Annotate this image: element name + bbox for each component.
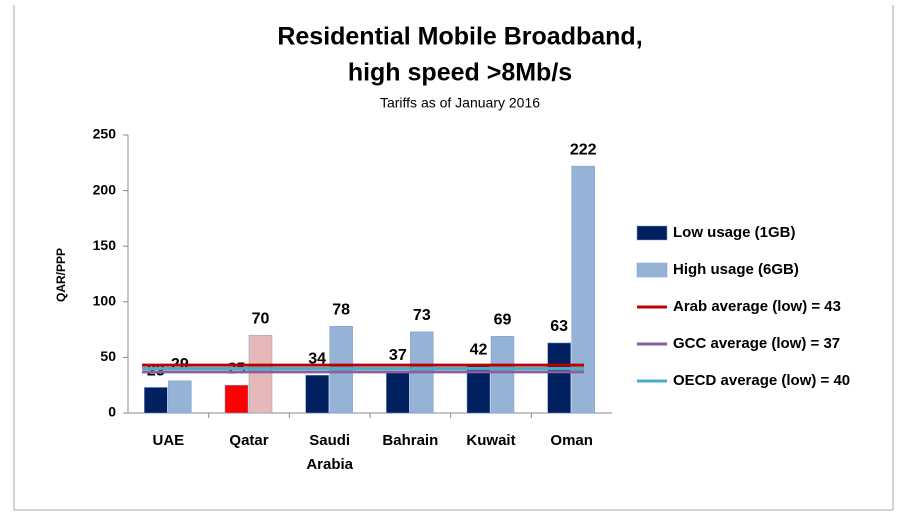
data-label: 42 <box>470 342 488 359</box>
legend-label: OECD average (low) = 40 <box>673 372 850 389</box>
y-tick-label: 100 <box>93 293 117 309</box>
bar <box>571 165 595 414</box>
frame <box>13 5 894 511</box>
y-axis-label: QAR/PPP <box>54 248 68 302</box>
x-tick-label: Bahrain <box>382 432 438 449</box>
bar <box>224 384 249 414</box>
x-tick-label: Kuwait <box>466 432 515 449</box>
bar <box>386 371 410 414</box>
data-label: 34 <box>308 350 326 367</box>
data-label: 37 <box>389 347 407 364</box>
y-tick-label: 200 <box>93 181 117 197</box>
x-tick-label: UAE <box>152 432 184 449</box>
bar <box>144 387 168 414</box>
bar <box>547 342 571 414</box>
data-label: 70 <box>252 310 270 327</box>
bar <box>490 336 515 414</box>
data-label: 69 <box>494 311 512 328</box>
data-label: 73 <box>413 307 431 324</box>
legend-label: Low usage (1GB) <box>673 224 796 241</box>
legend-label: High usage (6GB) <box>673 261 799 278</box>
chart-subtitle: Tariffs as of January 2016 <box>380 95 540 111</box>
bar <box>168 380 192 414</box>
y-tick-label: 150 <box>93 237 117 253</box>
chart-title: Residential Mobile Broadband, <box>277 23 642 51</box>
data-label: 78 <box>332 301 350 318</box>
y-tick-label: 50 <box>100 348 116 364</box>
x-tick-label: Saudi Arabia <box>306 432 353 473</box>
bar <box>248 334 273 414</box>
y-tick-label: 250 <box>93 126 117 142</box>
data-label: 63 <box>550 318 568 335</box>
chart-title: high speed >8Mb/s <box>348 59 572 87</box>
data-label: 222 <box>570 141 597 158</box>
legend-swatch <box>636 225 668 241</box>
y-tick-label: 0 <box>108 404 116 420</box>
x-tick-label: Qatar <box>229 432 268 449</box>
bar <box>305 374 329 414</box>
legend-label: Arab average (low) = 43 <box>673 298 841 315</box>
legend-label: GCC average (low) = 37 <box>673 335 840 352</box>
x-tick-label: Oman <box>550 432 593 449</box>
legend-swatch <box>636 262 668 278</box>
